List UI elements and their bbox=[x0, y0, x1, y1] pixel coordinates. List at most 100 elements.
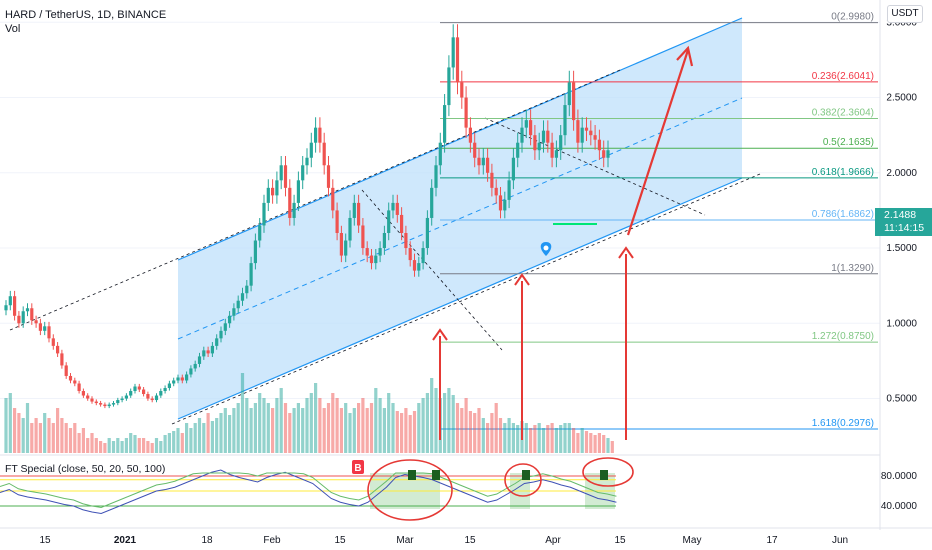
candle-body bbox=[249, 263, 253, 286]
volume-bar bbox=[468, 411, 472, 453]
candle-body bbox=[8, 296, 12, 306]
candle-body bbox=[529, 120, 533, 136]
volume-bar bbox=[395, 411, 399, 453]
volume-bar bbox=[460, 408, 464, 453]
volume-bar bbox=[111, 441, 116, 453]
candle-body bbox=[107, 404, 111, 407]
candle-body bbox=[567, 82, 571, 106]
candle-body bbox=[172, 380, 176, 384]
candle-body bbox=[60, 353, 64, 366]
candle-body bbox=[25, 308, 30, 312]
buy-marker-text: B bbox=[354, 463, 361, 474]
volume-bar bbox=[490, 413, 494, 453]
support-arrow-head bbox=[514, 273, 530, 286]
candlesticks bbox=[4, 24, 610, 409]
candle-body bbox=[430, 187, 434, 218]
time-tick: 15 bbox=[464, 535, 476, 546]
bar-countdown: 11:14:15 bbox=[884, 222, 925, 234]
candle-body bbox=[382, 233, 386, 249]
candle-body bbox=[116, 400, 120, 404]
candle-body bbox=[404, 233, 408, 249]
candle-body bbox=[210, 345, 214, 354]
candle-body bbox=[550, 142, 554, 158]
volume-bar bbox=[90, 433, 94, 453]
volume-bar bbox=[240, 373, 245, 453]
volume-bar bbox=[352, 408, 356, 453]
volume-bar bbox=[584, 431, 589, 453]
candle-body bbox=[163, 388, 167, 392]
regression-channel bbox=[9, 17, 761, 425]
candle-body bbox=[365, 248, 369, 256]
volume-bar bbox=[253, 403, 257, 453]
volume-bar bbox=[322, 408, 326, 453]
volume-bar bbox=[576, 433, 580, 453]
fib-label: 0.618(1.9666) bbox=[812, 167, 874, 178]
signal-marker bbox=[600, 470, 608, 480]
candle-body bbox=[374, 255, 378, 264]
candle-body bbox=[176, 377, 180, 381]
volume-bar bbox=[120, 441, 124, 453]
candle-body bbox=[150, 398, 154, 401]
candle-body bbox=[283, 165, 288, 188]
candle-body bbox=[215, 338, 219, 346]
volume-bar bbox=[116, 438, 120, 453]
channel-upper bbox=[177, 17, 743, 261]
candle-body bbox=[498, 195, 503, 211]
signal-marker bbox=[522, 470, 530, 480]
volume-bar bbox=[335, 398, 339, 453]
candle-body bbox=[47, 326, 51, 339]
volume-bar bbox=[305, 398, 309, 453]
volume-bar bbox=[524, 423, 528, 453]
candle-body bbox=[103, 404, 107, 407]
circle-annotation bbox=[582, 457, 634, 487]
candle-body bbox=[477, 157, 481, 166]
volume-bar bbox=[498, 418, 503, 453]
time-tick: 15 bbox=[334, 535, 346, 546]
volume-bar bbox=[348, 413, 352, 453]
volume-bar bbox=[507, 418, 511, 453]
candle-body bbox=[68, 375, 73, 381]
candle-body bbox=[473, 142, 477, 158]
time-axis[interactable]: 15 2021 18 Feb 15 Mar 15 Apr 15 May 17 Jun bbox=[39, 535, 848, 546]
candle-body bbox=[253, 240, 257, 264]
volume-bar bbox=[434, 388, 438, 453]
target-arrow-head bbox=[676, 45, 694, 67]
candle-body bbox=[352, 202, 356, 218]
volume-bar bbox=[597, 433, 601, 453]
trendline-lower-dashed bbox=[171, 173, 761, 425]
indicator-tick: 40.0000 bbox=[881, 501, 918, 512]
time-tick: 15 bbox=[39, 535, 51, 546]
volume-bar bbox=[292, 408, 296, 453]
currency-button[interactable]: USDT bbox=[887, 5, 923, 23]
candle-body bbox=[361, 225, 365, 249]
candle-body bbox=[51, 338, 55, 346]
volume-bar bbox=[339, 408, 343, 453]
price-axis[interactable]: 3.50003.00002.50002.00001.50001.00000.50… bbox=[881, 0, 918, 512]
candle-body bbox=[90, 398, 94, 402]
volume-bar bbox=[176, 428, 180, 453]
volume-bar bbox=[262, 398, 266, 453]
volume-bar bbox=[258, 393, 262, 453]
volume-bar bbox=[309, 393, 313, 453]
candle-body bbox=[421, 248, 425, 264]
volume-bar bbox=[318, 398, 322, 453]
volume-bar bbox=[400, 413, 404, 453]
volume-bar bbox=[326, 403, 331, 453]
volume-bar bbox=[443, 393, 447, 453]
volume-bar bbox=[193, 423, 197, 453]
volume-bar bbox=[77, 433, 81, 453]
volume-bar bbox=[245, 398, 249, 453]
volume-bar bbox=[228, 415, 232, 453]
volume-bar bbox=[64, 423, 68, 453]
price-tick: 1.5000 bbox=[886, 243, 917, 254]
volume-bar bbox=[382, 408, 386, 453]
volume-bar bbox=[51, 423, 55, 453]
indicator-pane: B bbox=[0, 457, 634, 521]
candle-body bbox=[13, 296, 17, 316]
candle-body bbox=[94, 401, 98, 404]
volume-bar bbox=[283, 403, 288, 453]
candle-body bbox=[228, 315, 232, 324]
volume-bar bbox=[215, 418, 219, 453]
volume-bar bbox=[529, 428, 533, 453]
